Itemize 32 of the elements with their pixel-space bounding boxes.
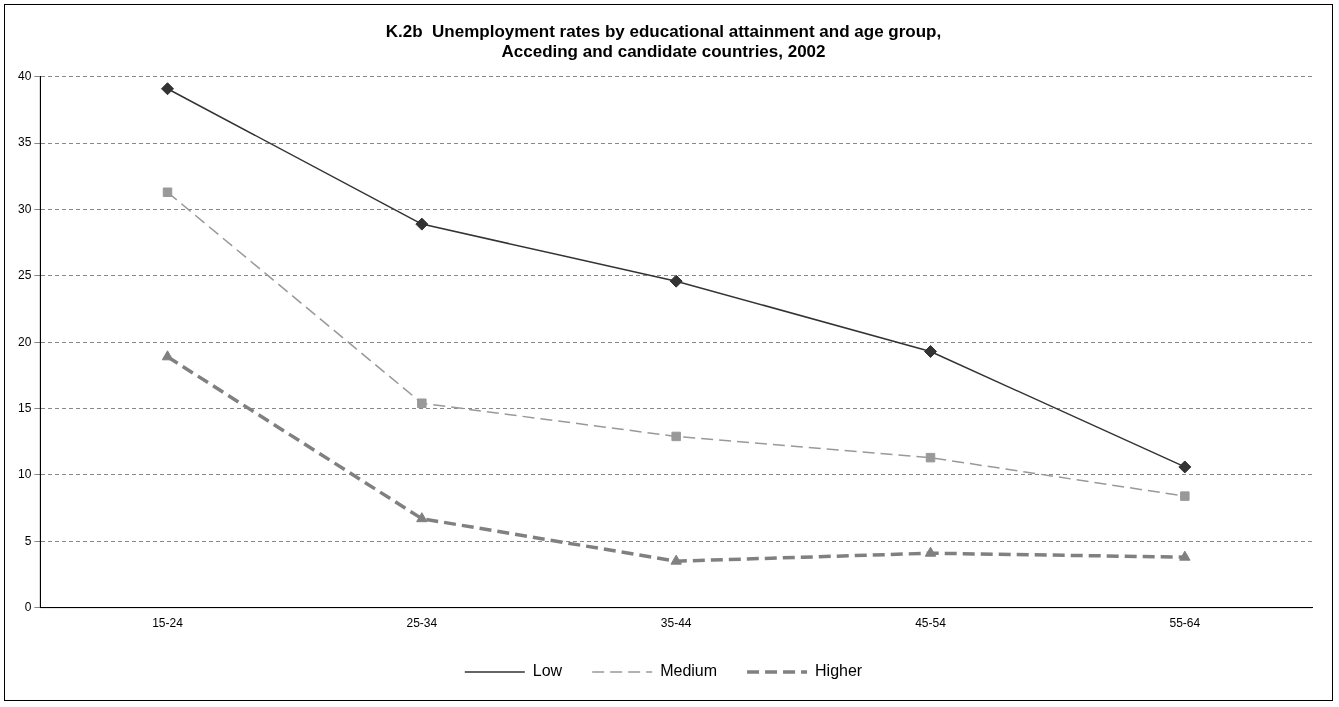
point — [417, 398, 427, 408]
x-tick-label: 45-54 — [915, 616, 947, 631]
y-tick-label: 25 — [17, 268, 32, 283]
y-tick-label: 5 — [24, 533, 32, 548]
y-tick-label: 30 — [17, 201, 32, 216]
y-tick-label: 0 — [24, 599, 32, 614]
point — [1178, 460, 1192, 474]
point — [924, 344, 937, 358]
legend-label: Higher — [815, 662, 863, 680]
point — [670, 554, 682, 565]
point — [162, 187, 173, 197]
y-tick-label: 40 — [17, 69, 32, 84]
point — [924, 546, 937, 557]
point — [1179, 550, 1191, 561]
x-tick-label: 25-34 — [406, 616, 438, 631]
x-tick-label: 35-44 — [660, 616, 692, 631]
legend-label: Medium — [660, 662, 718, 680]
point — [161, 82, 175, 96]
x-tick-label: 55-64 — [1169, 616, 1201, 631]
chart-title: K.2b Unemployment rates by educational attainment and age group, Acceding and candidate countries, 2002 — [385, 21, 942, 62]
y-tick-label: 35 — [17, 135, 32, 150]
y-tick-label: 10 — [17, 467, 32, 482]
x-tick-label: 15-24 — [152, 616, 184, 631]
legend-label: Low — [532, 662, 563, 680]
point — [416, 512, 428, 523]
y-tick-label: 20 — [17, 334, 32, 349]
point — [415, 217, 429, 231]
point — [671, 431, 681, 442]
y-tick-label: 15 — [17, 400, 32, 415]
point — [1180, 491, 1190, 501]
point — [669, 274, 683, 288]
point — [925, 452, 936, 463]
